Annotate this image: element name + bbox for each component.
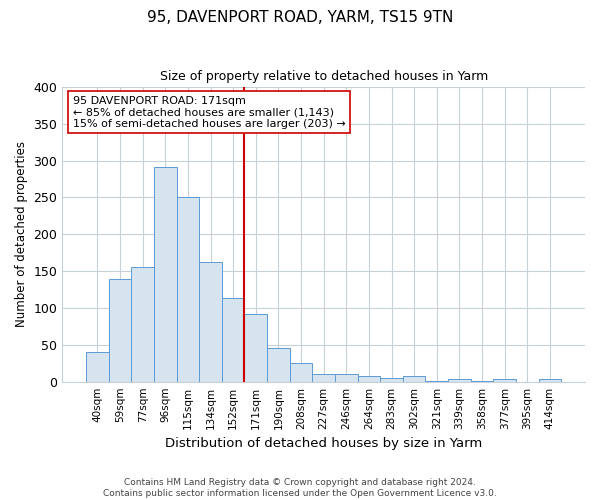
Text: 95 DAVENPORT ROAD: 171sqm
← 85% of detached houses are smaller (1,143)
15% of se: 95 DAVENPORT ROAD: 171sqm ← 85% of detac… [73, 96, 346, 129]
Bar [493, 380, 516, 382]
Bar [471, 381, 493, 382]
Bar [199, 262, 222, 382]
Y-axis label: Number of detached properties: Number of detached properties [15, 142, 28, 328]
Bar [176, 196, 199, 382]
Bar [335, 374, 358, 382]
Bar [290, 364, 313, 382]
X-axis label: Distribution of detached houses by size in Yarm: Distribution of detached houses by size … [165, 437, 482, 450]
Bar [403, 376, 425, 382]
Bar [154, 166, 176, 382]
Bar [313, 374, 335, 382]
Bar [539, 380, 561, 382]
Title: Size of property relative to detached houses in Yarm: Size of property relative to detached ho… [160, 70, 488, 83]
Bar [380, 378, 403, 382]
Bar [222, 298, 244, 382]
Bar [131, 268, 154, 382]
Bar [244, 314, 267, 382]
Bar [358, 376, 380, 382]
Bar [267, 348, 290, 382]
Bar [425, 381, 448, 382]
Bar [109, 278, 131, 382]
Text: Contains HM Land Registry data © Crown copyright and database right 2024.
Contai: Contains HM Land Registry data © Crown c… [103, 478, 497, 498]
Bar [448, 380, 471, 382]
Bar [86, 352, 109, 382]
Text: 95, DAVENPORT ROAD, YARM, TS15 9TN: 95, DAVENPORT ROAD, YARM, TS15 9TN [147, 10, 453, 25]
